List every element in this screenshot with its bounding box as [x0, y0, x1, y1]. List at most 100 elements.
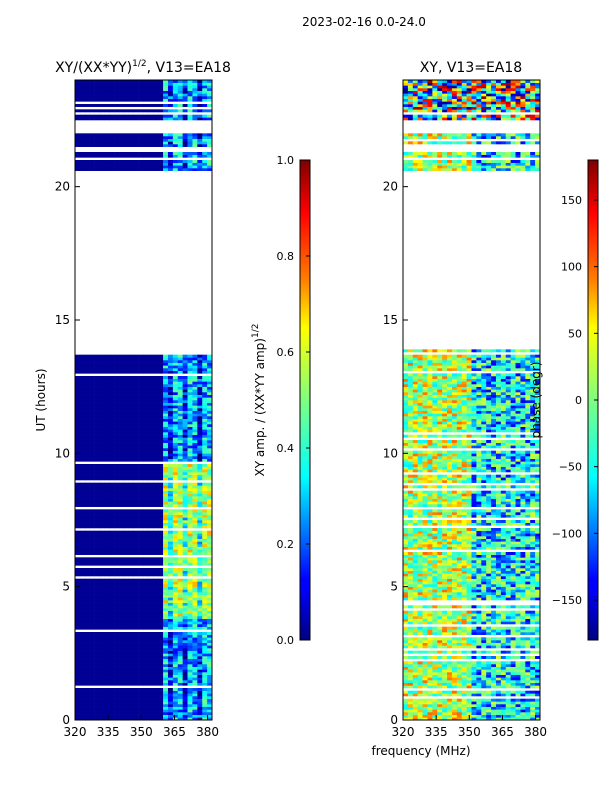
heatmap-cell — [515, 650, 521, 654]
heatmap-cell — [167, 584, 174, 587]
heatmap-cell — [505, 717, 511, 721]
heatmap-cell — [158, 653, 164, 657]
heatmap-cell — [163, 573, 169, 577]
heatmap-cell — [104, 376, 110, 379]
heatmap-cell — [79, 701, 86, 705]
heatmap-cell — [79, 477, 86, 481]
heatmap-cell — [79, 602, 86, 606]
heatmap-cell — [187, 426, 193, 430]
heatmap-cell — [417, 642, 423, 646]
heatmap-cell — [172, 549, 179, 553]
heatmap-cell — [133, 389, 139, 393]
heatmap-cell — [99, 498, 105, 502]
heatmap-cell — [99, 552, 105, 555]
heatmap-cell — [148, 613, 154, 617]
heatmap-cell — [202, 450, 208, 454]
heatmap-cell — [114, 690, 120, 694]
heatmap-cell — [163, 144, 169, 147]
heatmap-cell — [89, 456, 95, 459]
heatmap-cell — [153, 557, 159, 561]
heatmap-cell — [75, 493, 81, 497]
heatmap-cell — [133, 466, 139, 470]
heatmap-cell — [177, 389, 183, 393]
heatmap-cell — [158, 642, 164, 646]
heatmap-cell — [177, 477, 183, 481]
heatmap-cell — [89, 165, 95, 169]
heatmap-cell — [104, 584, 110, 587]
heatmap-cell — [79, 621, 86, 625]
heatmap-cell — [75, 562, 81, 566]
heatmap-cell — [94, 418, 100, 422]
heatmap-cell — [133, 370, 139, 374]
heatmap-cell — [109, 416, 115, 419]
heatmap-cell — [79, 418, 86, 422]
heatmap-cell — [123, 688, 130, 691]
heatmap-cell — [104, 474, 110, 478]
heatmap-cell — [114, 117, 120, 121]
heatmap-cell — [202, 90, 208, 94]
heatmap-cell — [167, 525, 174, 529]
heatmap-cell — [94, 472, 100, 475]
heatmap-cell — [153, 602, 159, 606]
heatmap-cell — [99, 357, 105, 361]
heatmap-cell — [192, 453, 198, 457]
heatmap-cell — [427, 717, 433, 721]
heatmap-cell — [187, 552, 193, 555]
heatmap-cell — [75, 117, 81, 121]
heatmap-cell — [133, 714, 139, 718]
heatmap-cell — [197, 104, 203, 107]
heatmap-cell — [158, 693, 164, 697]
heatmap-cell — [84, 602, 90, 606]
heatmap-cell — [153, 706, 159, 710]
heatmap-cell — [451, 677, 458, 681]
heatmap-cell — [84, 605, 90, 609]
heatmap-cell — [158, 637, 164, 641]
heatmap-cell — [148, 672, 154, 675]
heatmap-cell — [114, 386, 120, 390]
heatmap-cell — [133, 573, 139, 577]
heatmap-cell — [133, 144, 139, 147]
heatmap-cell — [447, 674, 453, 678]
heatmap-cell — [89, 384, 95, 387]
heatmap-cell — [466, 701, 472, 705]
heatmap-cell — [192, 549, 198, 553]
heatmap-cell — [417, 672, 423, 675]
heatmap-cell — [128, 618, 135, 622]
heatmap-cell — [109, 397, 115, 401]
heatmap-cell — [417, 685, 423, 689]
heatmap-cell — [491, 680, 497, 683]
heatmap-cell — [192, 370, 198, 374]
heatmap-cell — [202, 514, 208, 518]
heatmap-cell — [177, 533, 183, 537]
heatmap-cell — [123, 589, 130, 593]
heatmap-cell — [89, 440, 95, 443]
heatmap-cell — [84, 653, 90, 657]
heatmap-cell — [525, 717, 531, 721]
heatmap-cell — [197, 661, 203, 665]
heatmap-cell — [153, 642, 159, 646]
heatmap-cell — [123, 578, 130, 582]
heatmap-cell — [119, 709, 125, 713]
heatmap-cell — [167, 714, 174, 718]
heatmap-cell — [197, 610, 203, 614]
heatmap-cell — [202, 488, 208, 491]
heatmap-cell — [202, 618, 208, 622]
heatmap-cell — [207, 117, 213, 121]
heatmap-cell — [417, 680, 423, 683]
heatmap-cell — [177, 80, 183, 83]
heatmap-cell — [172, 114, 179, 118]
heatmap-cell — [128, 608, 135, 611]
heatmap-cell — [89, 416, 95, 419]
heatmap-cell — [84, 469, 90, 473]
heatmap-cell — [133, 674, 139, 678]
heatmap-cell — [138, 488, 144, 491]
heatmap-cell — [128, 586, 135, 590]
heatmap-cell — [123, 509, 130, 513]
heatmap-cell — [84, 114, 90, 118]
heatmap-cell — [89, 114, 95, 118]
heatmap-cell — [99, 429, 105, 433]
heatmap-cell — [104, 701, 110, 705]
x-tick-label: 365 — [163, 725, 186, 739]
heatmap-cell — [207, 674, 213, 678]
heatmap-cell — [143, 714, 149, 718]
